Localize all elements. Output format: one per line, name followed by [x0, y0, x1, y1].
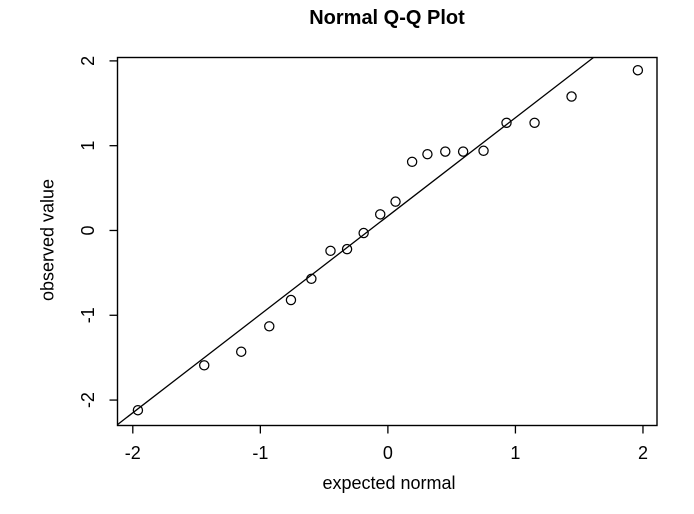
data-point [341, 243, 353, 255]
data-point [235, 346, 247, 357]
data-point [132, 405, 144, 416]
plot-box [116, 56, 658, 427]
data-point [501, 117, 512, 129]
data-point [457, 146, 469, 157]
y-tick-label: 0 [78, 225, 98, 235]
data-point [406, 156, 418, 168]
data-point [478, 145, 489, 156]
data-point [632, 64, 644, 76]
y-tick-label: 1 [78, 141, 98, 151]
x-tick-label: -2 [125, 443, 141, 463]
data-point [264, 321, 275, 332]
y-tick-label: 2 [78, 56, 98, 66]
data-point [199, 360, 210, 371]
chart-title: Normal Q-Q Plot [309, 7, 465, 29]
y-axis-title: observed value [37, 178, 58, 302]
data-point [390, 196, 401, 207]
y-tick-label: -1 [78, 307, 98, 323]
x-tick-label: 1 [510, 443, 520, 463]
y-tick-label: -2 [78, 392, 98, 408]
data-point [285, 294, 297, 306]
data-point [566, 91, 577, 102]
data-point [325, 245, 336, 257]
reference-line [117, 56, 594, 426]
data-point [529, 117, 540, 129]
x-tick-label: 2 [638, 443, 648, 463]
data-point [422, 148, 433, 160]
data-point [358, 227, 369, 239]
data-point [440, 146, 451, 157]
x-tick-label: -1 [252, 443, 268, 463]
x-axis-title: expected normal [322, 473, 456, 493]
data-point [306, 273, 317, 285]
x-tick-label: 0 [383, 443, 393, 463]
data-point [375, 209, 386, 220]
